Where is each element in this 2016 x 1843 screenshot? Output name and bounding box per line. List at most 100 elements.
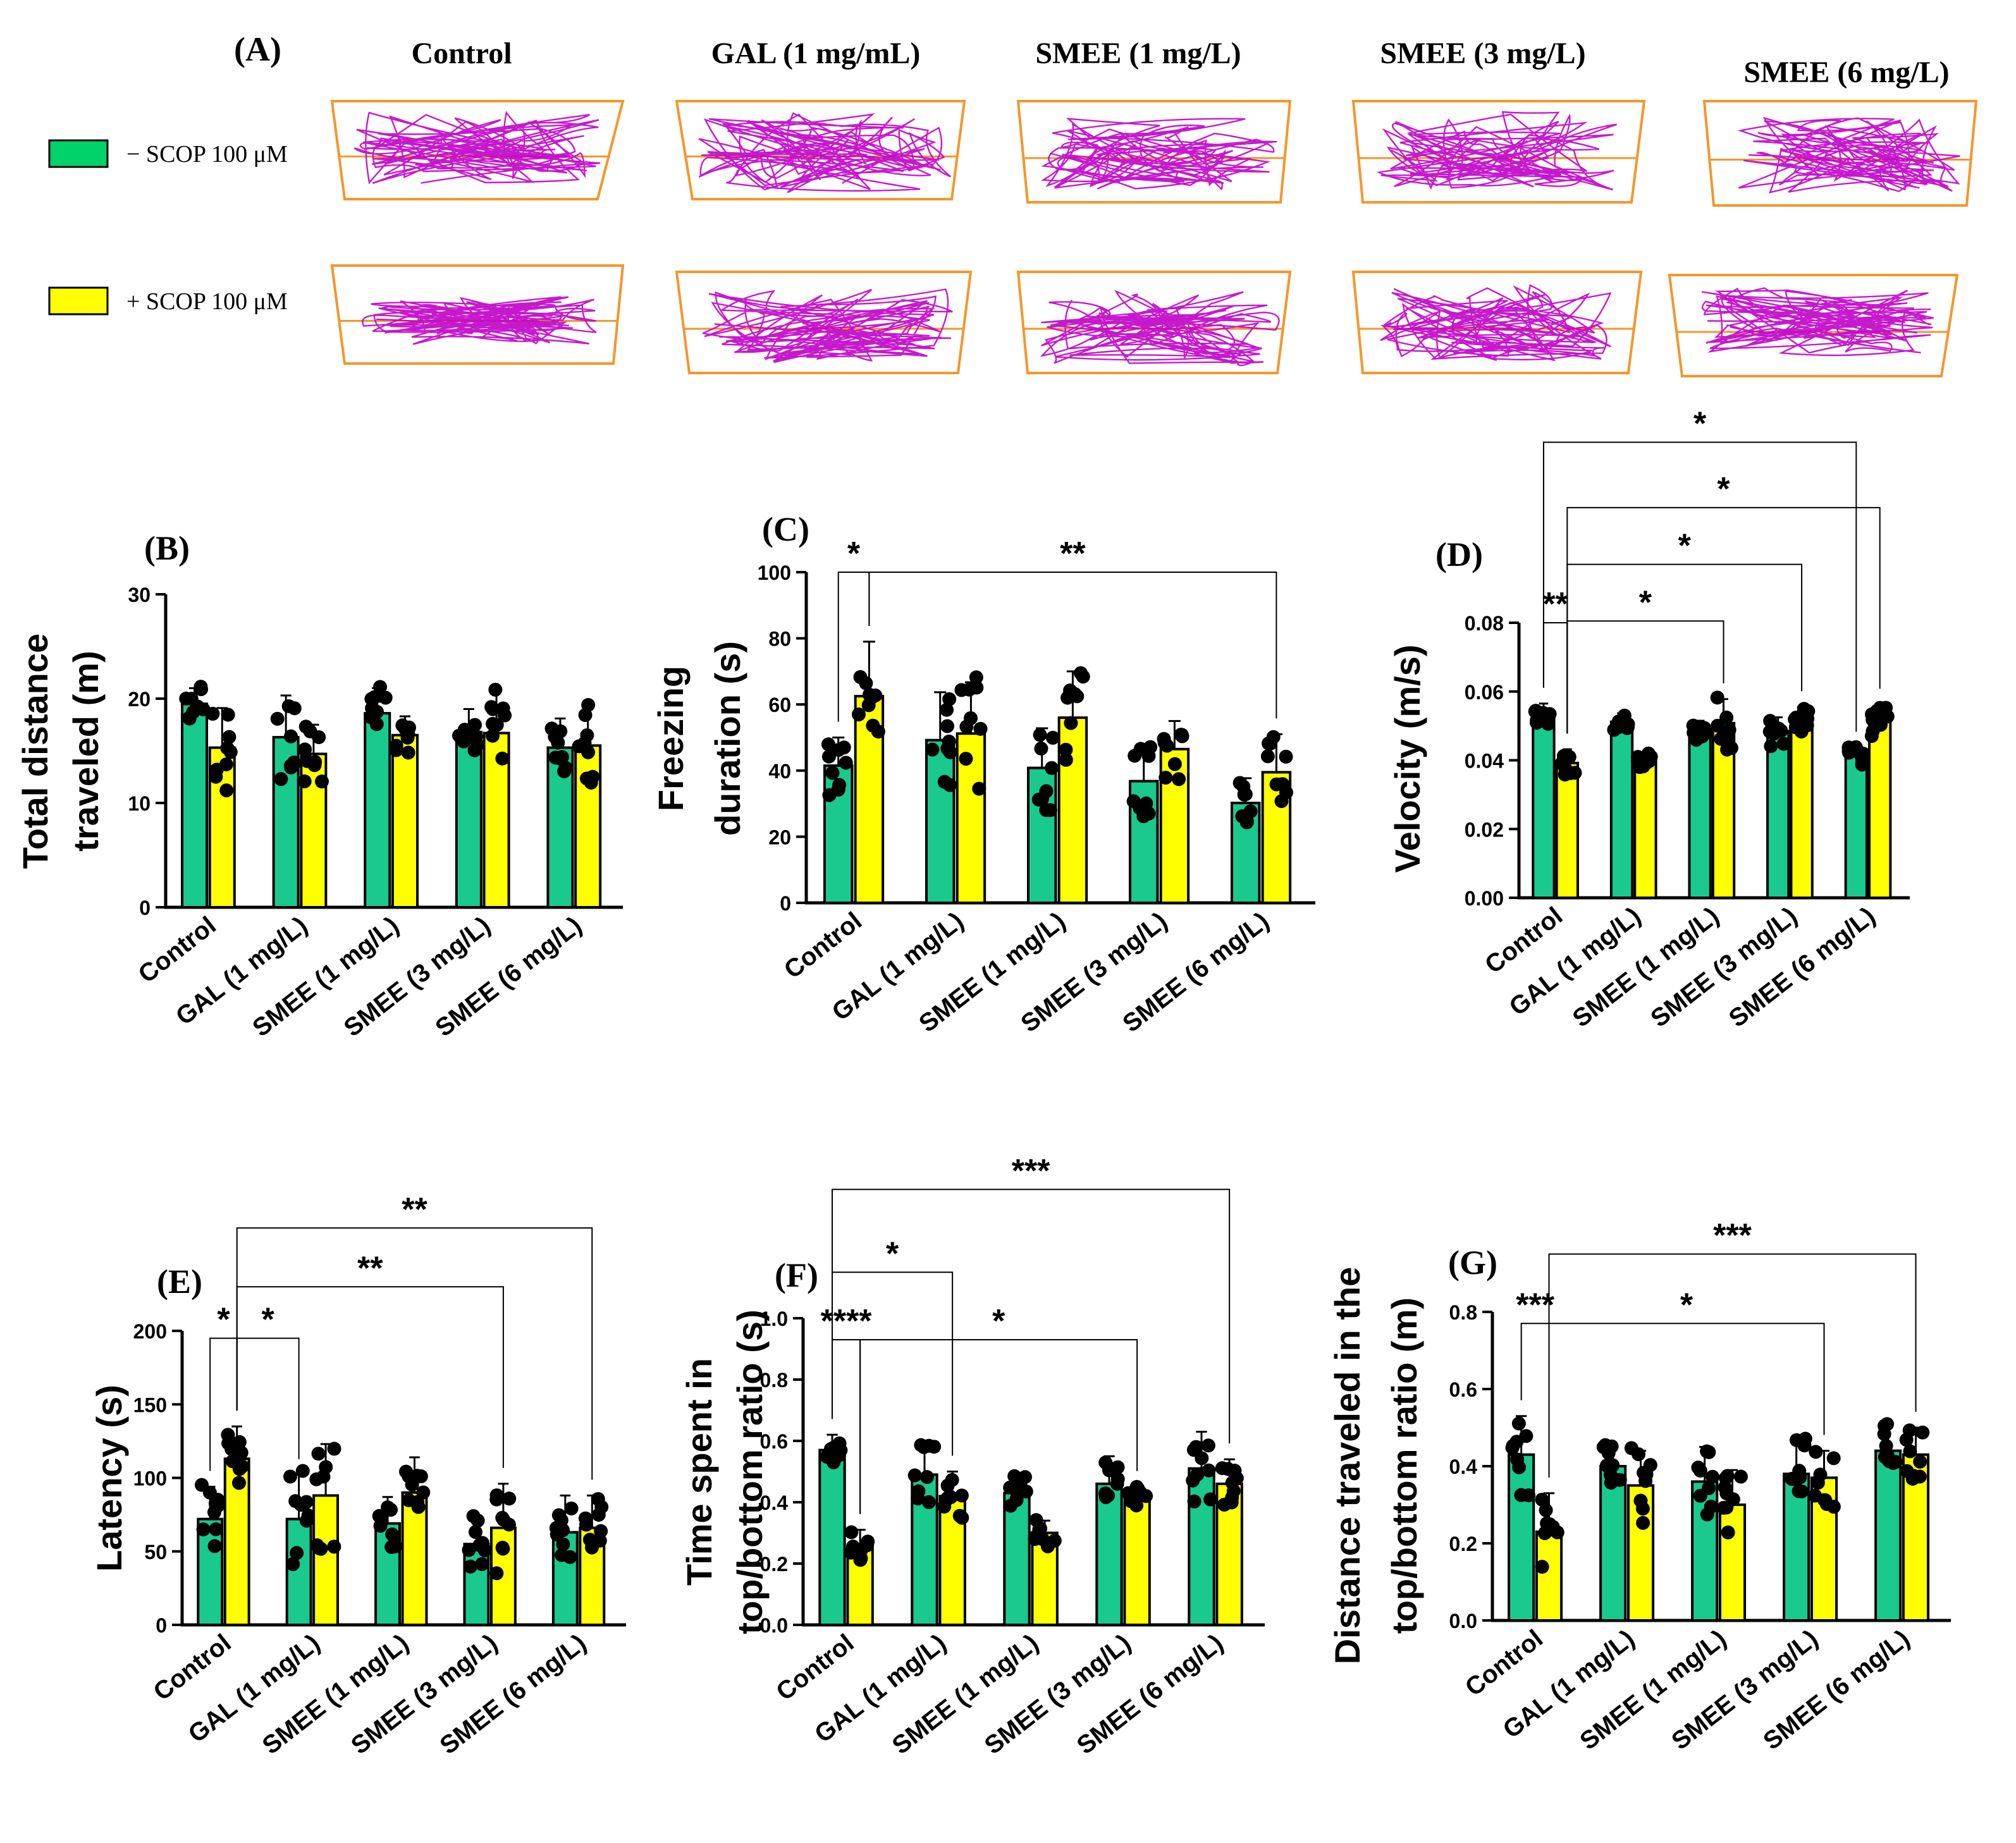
bar	[1535, 1530, 1563, 1622]
data-point	[853, 1553, 868, 1567]
condition-label: SMEE (3 mg/L)	[1380, 37, 1585, 70]
data-point	[225, 1454, 240, 1469]
data-point	[194, 1478, 209, 1492]
y-tick-label: 100	[133, 1467, 167, 1490]
data-point	[1915, 1425, 1930, 1440]
significance-bracket	[831, 1271, 954, 1456]
data-point	[298, 742, 312, 757]
data-point	[1528, 704, 1543, 718]
data-point	[1189, 1440, 1203, 1454]
y-tick-label: 40	[768, 760, 791, 783]
y-tick-label: 0.8	[1449, 1301, 1477, 1324]
data-point	[1019, 1485, 1033, 1499]
data-point	[861, 1534, 875, 1549]
legend-label: + SCOP 100 μM	[126, 288, 288, 315]
data-point	[489, 1492, 504, 1507]
significance-label: **	[1060, 536, 1086, 572]
data-point	[284, 729, 298, 744]
data-point	[293, 1498, 308, 1512]
data-point	[1045, 761, 1059, 775]
y-tick-label: 0.06	[1465, 681, 1504, 704]
data-point	[940, 719, 955, 733]
y-axis-label: Latency (s)	[89, 1385, 129, 1572]
data-point	[1700, 1444, 1714, 1459]
data-point	[919, 1470, 934, 1485]
data-point	[484, 700, 499, 714]
tank-outline	[675, 271, 973, 374]
data-point	[1604, 1476, 1618, 1490]
bar	[1718, 1503, 1747, 1622]
data-point	[969, 680, 984, 695]
data-point	[1637, 1466, 1651, 1480]
data-point	[825, 766, 840, 780]
data-point	[327, 1540, 341, 1554]
data-point	[1260, 749, 1275, 764]
tank-outline	[1668, 274, 1959, 377]
data-point	[1800, 718, 1814, 733]
data-point	[959, 752, 973, 766]
data-point	[1706, 1469, 1720, 1484]
data-point	[1201, 1438, 1215, 1453]
data-point	[1157, 732, 1171, 746]
significance-bracket	[236, 1286, 504, 1468]
data-point	[209, 1522, 223, 1536]
data-point	[1546, 1520, 1560, 1534]
data-point	[1126, 794, 1141, 809]
y-tick-label: 10	[128, 792, 151, 815]
bar	[1868, 720, 1892, 899]
data-point	[1632, 760, 1647, 775]
significance-bracket	[1542, 441, 1857, 732]
data-point	[871, 725, 885, 739]
data-point	[1604, 1439, 1619, 1454]
data-point	[221, 1428, 235, 1442]
data-point	[1711, 718, 1725, 733]
data-point	[219, 757, 233, 772]
data-point	[1175, 729, 1189, 744]
data-point	[287, 701, 302, 716]
data-point	[1172, 772, 1186, 787]
data-point	[1510, 1452, 1525, 1467]
y-tick-label: 0.0	[760, 1614, 788, 1637]
panel-label: (F)	[775, 1256, 818, 1294]
data-point	[1704, 1499, 1718, 1514]
data-point	[1624, 1441, 1638, 1455]
data-point	[921, 1495, 936, 1509]
data-point	[1143, 740, 1158, 754]
data-point	[372, 689, 386, 703]
y-axis-label: Time spent in	[679, 1358, 719, 1586]
data-point	[1167, 757, 1182, 771]
significance-label: *	[886, 1235, 899, 1272]
tank-outline	[1016, 271, 1292, 374]
significance-bracket	[1566, 620, 1724, 734]
data-point	[1067, 687, 1082, 701]
data-point	[1789, 710, 1804, 725]
data-point	[1774, 723, 1788, 738]
data-point	[591, 1491, 605, 1506]
data-point	[1129, 1498, 1144, 1513]
bar	[181, 702, 209, 909]
data-point	[1101, 1488, 1116, 1503]
data-point	[1873, 718, 1888, 732]
data-point	[270, 711, 285, 726]
tank-outline	[1351, 100, 1646, 204]
data-point	[1098, 1455, 1113, 1470]
data-point	[1008, 1482, 1023, 1497]
data-point	[554, 1513, 569, 1528]
x-tick-label: Control	[771, 1629, 859, 1706]
data-point	[1220, 1462, 1235, 1476]
data-point	[219, 783, 234, 798]
significance-label: *	[1693, 406, 1707, 443]
significance-bracket	[1548, 1253, 1917, 1478]
data-point	[844, 1525, 859, 1540]
significance-label: *	[1717, 471, 1730, 508]
tank-outline	[1351, 271, 1643, 374]
data-point	[1764, 739, 1778, 754]
data-point	[1913, 1454, 1927, 1469]
data-point	[498, 708, 512, 723]
data-point	[1633, 1493, 1648, 1508]
data-point	[1035, 792, 1049, 806]
tank-outline	[1702, 100, 1978, 207]
significance-bracket	[1566, 506, 1881, 734]
y-axis-label: traveled (m)	[66, 651, 106, 851]
data-point	[488, 682, 503, 697]
